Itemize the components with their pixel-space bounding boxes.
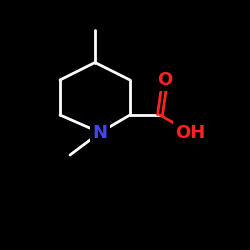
Text: O: O	[158, 71, 172, 89]
Text: N: N	[92, 124, 108, 142]
Text: OH: OH	[175, 124, 205, 142]
